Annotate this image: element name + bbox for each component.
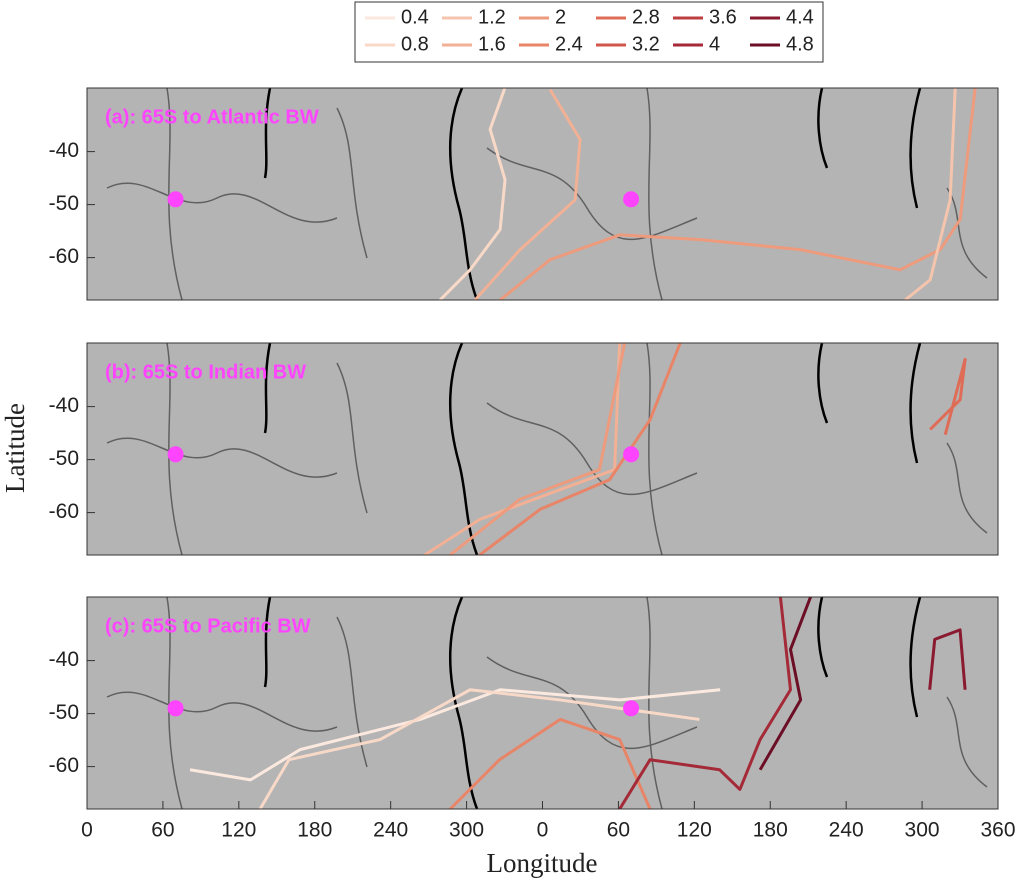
panel-frame: [86, 87, 999, 301]
trajectory: [758, 597, 813, 771]
y-tick-label: -60: [49, 245, 79, 268]
y-tick-label: -60: [49, 754, 79, 777]
legend-label: 3.6: [709, 6, 737, 28]
trajectory: [618, 597, 792, 809]
y-axis-label: Latitude: [0, 403, 30, 493]
x-tick-label: 120: [677, 819, 712, 842]
x-tick-label: 300: [449, 819, 484, 842]
y-tick-label: -50: [49, 701, 79, 724]
trajectory: [904, 88, 957, 300]
panel-title: (a): 65S to Atlantic BW: [105, 106, 319, 128]
release-site: [623, 446, 640, 463]
x-tick-label: 60: [151, 819, 174, 842]
y-tick-label: -50: [49, 192, 79, 215]
y-tick-label: -40: [49, 648, 79, 671]
y-tick-label: -60: [49, 500, 79, 523]
legend-label: 2.4: [555, 33, 583, 55]
trajectory: [189, 688, 721, 782]
legend-label: 3.2: [632, 33, 660, 55]
release-site: [623, 700, 640, 717]
x-tick-label: 240: [373, 819, 408, 842]
legend-label: 4.8: [786, 33, 814, 55]
trajectory: [478, 343, 682, 555]
trajectory: [929, 357, 967, 436]
x-tick-label: 180: [297, 819, 332, 842]
panel: [105, 343, 989, 555]
panel-title: (c): 65S to Pacific BW: [105, 615, 311, 637]
panel-frame: [86, 342, 999, 556]
legend-label: 1.2: [478, 6, 506, 28]
panel: [105, 597, 989, 809]
legend-label: 1.6: [478, 33, 506, 55]
x-tick-label: 60: [607, 819, 630, 842]
x-tick-label: 180: [753, 819, 788, 842]
trajectory: [423, 343, 622, 555]
trajectory: [928, 628, 967, 690]
legend-label: 2.8: [632, 6, 660, 28]
legend-label: 0.4: [401, 6, 429, 28]
release-site: [167, 191, 184, 208]
x-axis-label: Longitude: [487, 848, 598, 878]
x-tick-label: 240: [829, 819, 864, 842]
x-tick-label: 0: [537, 819, 549, 842]
panel: [105, 88, 989, 300]
legend-label: 4.4: [786, 6, 814, 28]
x-tick-label: 300: [905, 819, 940, 842]
trajectory: [499, 88, 977, 300]
legend-label: 2: [555, 6, 566, 28]
x-tick-label: 0: [81, 819, 93, 842]
y-tick-label: -40: [49, 394, 79, 417]
release-site: [623, 191, 640, 208]
release-site: [167, 446, 184, 463]
y-tick-label: -40: [49, 139, 79, 162]
legend-box: [354, 1, 824, 63]
x-tick-label: 120: [221, 819, 256, 842]
trajectory: [449, 343, 627, 555]
panel-title: (b): 65S to Indian BW: [105, 361, 306, 383]
legend-label: 0.8: [401, 33, 429, 55]
trajectory: [473, 88, 582, 300]
trajectory: [438, 88, 507, 300]
trajectory: [449, 717, 652, 809]
x-tick-label: 360: [980, 819, 1015, 842]
legend-label: 4: [709, 33, 720, 55]
trajectory: [258, 688, 700, 809]
y-tick-label: -50: [49, 447, 79, 470]
release-site: [167, 700, 184, 717]
